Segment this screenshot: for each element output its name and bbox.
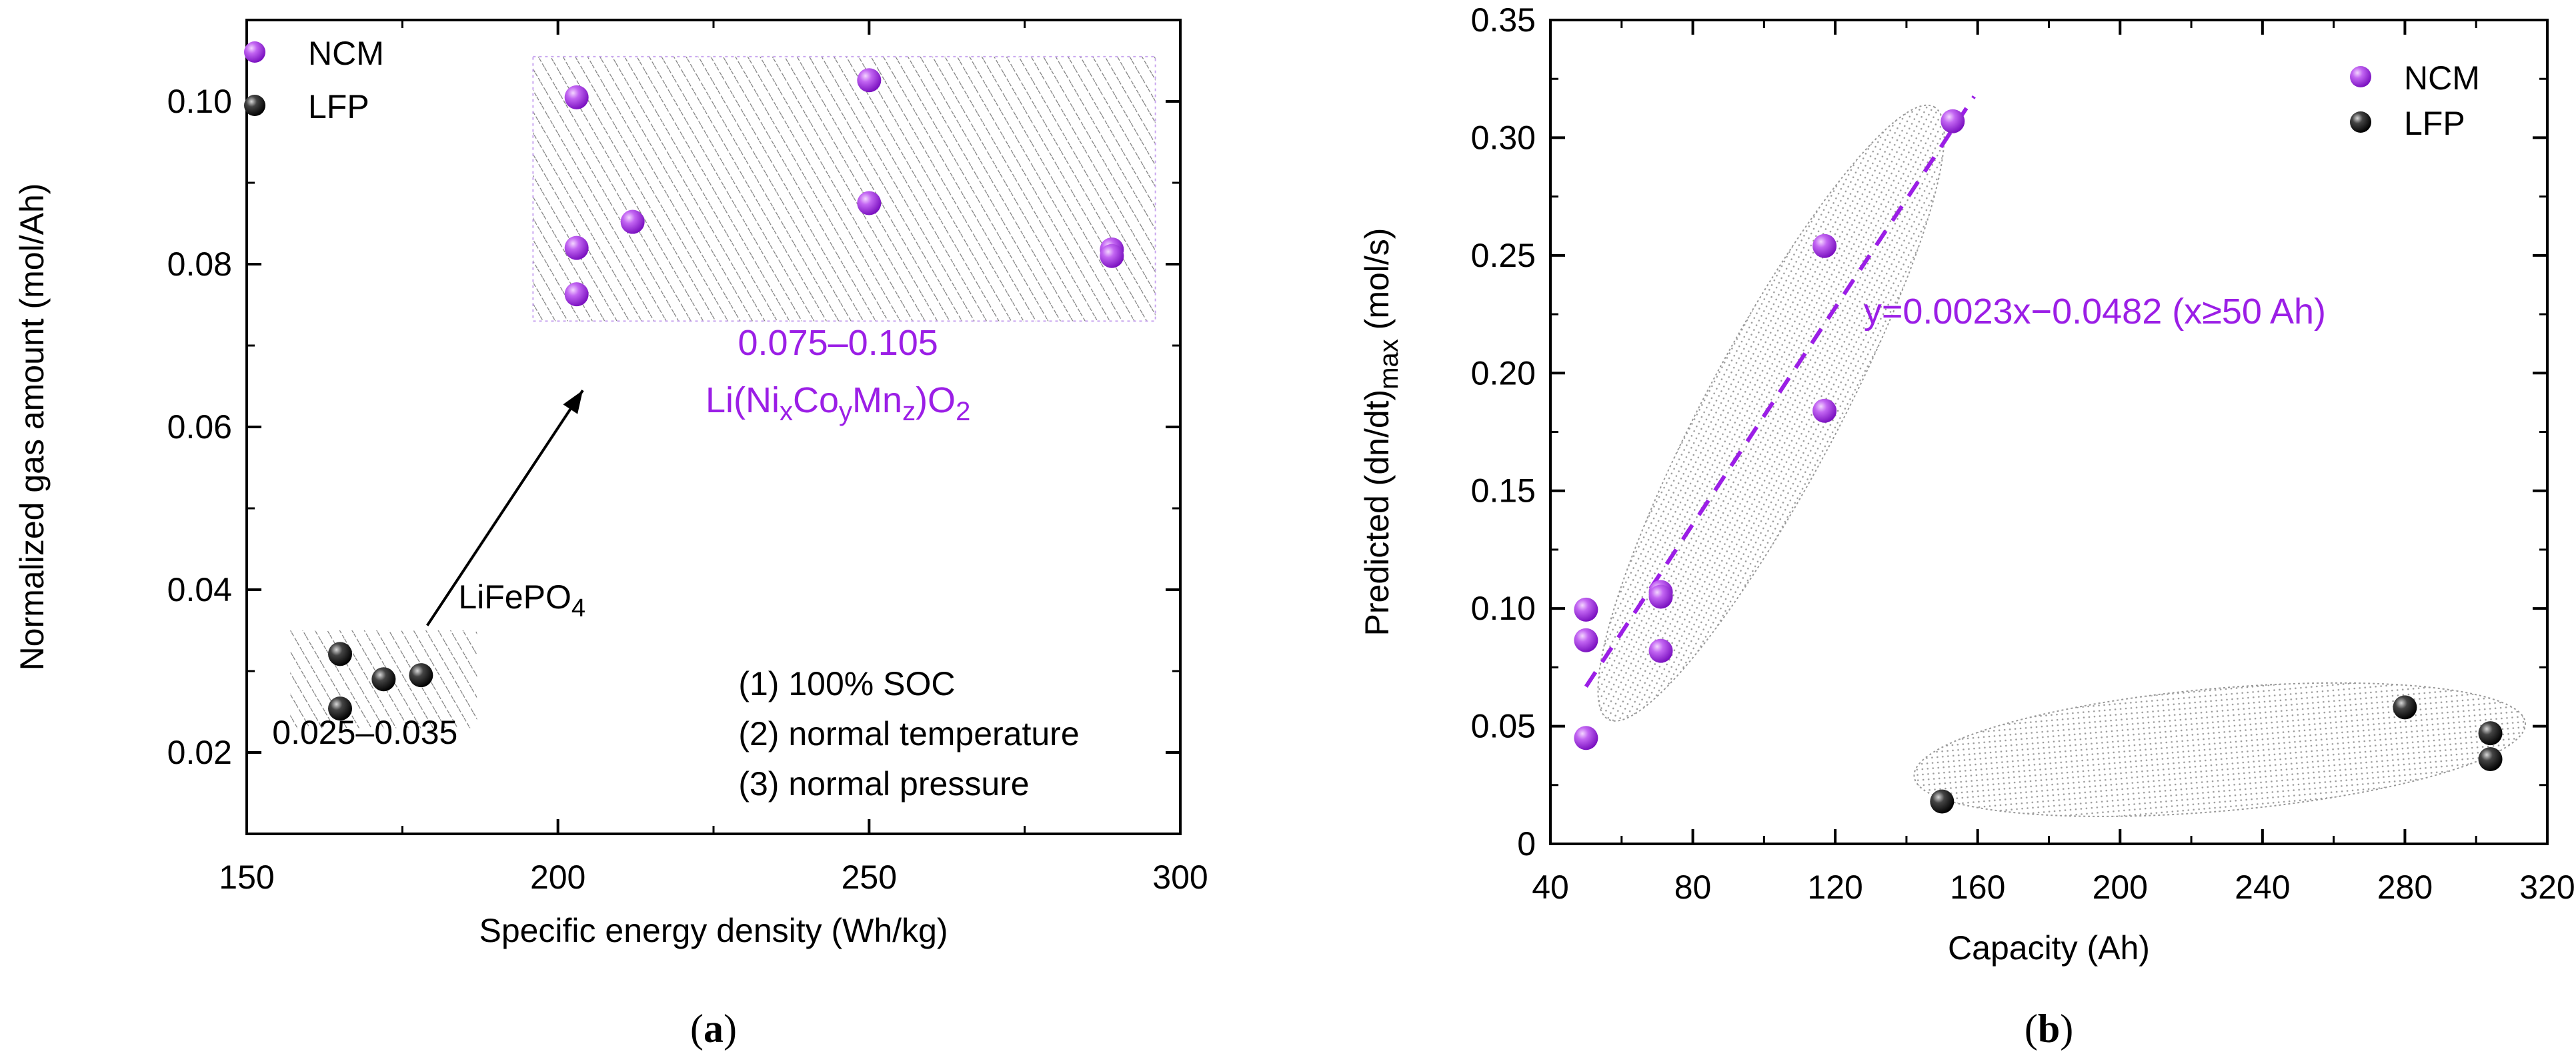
legend-ncm-marker: [2350, 66, 2371, 87]
lfp-cluster-region: [1913, 682, 2527, 817]
y-tick-label-b: 0.30: [1471, 119, 1536, 156]
ticks-b: 40 80 120 160 200 240 280 320 0 0.05 0.10 0.15 0.20 0…: [1471, 1, 2575, 906]
plot-frame-b: [1549, 19, 2549, 845]
y-tick-label-a: 0.04: [167, 571, 232, 608]
points-a: [328, 68, 1124, 721]
y-tick-label-b: 0: [1517, 825, 1536, 863]
subfigure-caption-b: (b): [2025, 1007, 2073, 1051]
ncm-point: [1574, 597, 1598, 622]
regions-a: [290, 55, 1156, 728]
points-b: [1574, 109, 2503, 814]
y-tick-label-a: 0.02: [167, 734, 232, 771]
x-tick-label-b: 120: [1807, 869, 1862, 906]
ncm-formula-label: Li(NixCoyMnz)O2: [706, 380, 970, 426]
lfp-point: [371, 667, 396, 692]
y-tick-label-b: 0.20: [1471, 354, 1536, 392]
ncm-region: [532, 55, 1156, 322]
ncm-point: [564, 85, 589, 109]
x-axis-label-a: Specific energy density (Wh/kg): [479, 912, 948, 949]
lfp-point: [409, 663, 433, 688]
x-tick-label-b: 240: [2235, 869, 2290, 906]
ncm-cluster-region: [1597, 104, 1945, 722]
x-tick-label-a: 200: [530, 859, 585, 896]
y-tick-label-b: 0.10: [1471, 590, 1536, 627]
legend-ncm-label: NCM: [308, 35, 384, 72]
legend-lfp-marker: [2350, 111, 2371, 133]
legend-ncm-marker: [244, 41, 265, 63]
ncm-point: [857, 68, 882, 93]
ncm-point: [1100, 243, 1124, 268]
y-tick-label-a: 0.10: [167, 83, 232, 120]
y-axis-label-b: Predicted (dn/dt)max (mol/s): [1358, 228, 1404, 636]
lfp-formula-label: LiFePO4: [458, 578, 585, 622]
ncm-point: [620, 209, 645, 234]
fit-equation-label: y=0.0023x−0.0482 (x≥50 Ah): [1864, 292, 2326, 332]
lfp-point: [2393, 695, 2417, 720]
lfp-point: [2478, 721, 2503, 746]
condition-2: (2) normal temperature: [738, 715, 1079, 752]
ncm-point: [1812, 398, 1837, 423]
legend-lfp-label: LFP: [308, 88, 369, 125]
legend-a: NCM LFP: [244, 35, 384, 125]
ncm-point: [1574, 726, 1598, 750]
condition-3: (3) normal pressure: [738, 765, 1029, 803]
ncm-point: [564, 235, 589, 260]
x-tick-label-b: 80: [1674, 869, 1712, 906]
annotation-arrow: [425, 389, 584, 626]
x-tick-label-b: 320: [2519, 869, 2575, 906]
ncm-range-label: 0.075–0.105: [738, 323, 938, 363]
ncm-point: [1812, 233, 1837, 258]
legend-b: NCM LFP: [2350, 59, 2480, 142]
panel-b: 40 80 120 160 200 240 280 320 0 0.05 0.10 0.15 0.20 0…: [1358, 1, 2575, 1051]
y-tick-label-b: 0.05: [1471, 708, 1536, 745]
x-tick-label-b: 280: [2377, 869, 2433, 906]
x-tick-label-a: 300: [1152, 859, 1208, 896]
panel-a: 150 200 250 300 0.02 0.04 0.06 0.08 0.10 Specifi…: [13, 19, 1208, 1051]
x-axis-label-b: Capacity (Ah): [1948, 929, 2150, 967]
lfp-point: [2478, 746, 2503, 771]
ncm-point: [857, 191, 882, 215]
condition-1: (1) 100% SOC: [738, 665, 955, 702]
legend-ncm-label: NCM: [2404, 59, 2480, 97]
ncm-point: [1941, 109, 1965, 133]
ncm-point: [1648, 638, 1673, 663]
ncm-point: [1574, 628, 1598, 652]
lfp-point: [328, 696, 352, 721]
ncm-point: [564, 282, 589, 307]
legend-lfp-label: LFP: [2404, 105, 2465, 142]
x-tick-label-a: 250: [842, 859, 897, 896]
x-tick-label-b: 40: [1532, 869, 1569, 906]
y-tick-label-b: 0.25: [1471, 237, 1536, 274]
y-axis-label-a: Normalized gas amount (mol/Ah): [13, 183, 51, 671]
y-tick-label-b: 0.15: [1471, 472, 1536, 510]
lfp-point: [1930, 789, 1955, 814]
y-tick-label-b: 0.35: [1471, 1, 1536, 39]
lfp-range-label: 0.025–0.035: [272, 714, 457, 751]
plot-frame-a: [245, 19, 1182, 835]
ncm-point: [1648, 584, 1673, 609]
lfp-point: [328, 642, 352, 666]
arrow-head: [563, 390, 583, 414]
y-tick-label-a: 0.06: [167, 408, 232, 446]
x-tick-label-b: 200: [2093, 869, 2148, 906]
y-tick-label-a: 0.08: [167, 245, 232, 283]
legend-lfp-marker: [244, 95, 265, 116]
ticks-a: 150 200 250 300 0.02 0.04 0.06 0.08 0.10: [167, 20, 1208, 896]
subfigure-caption-a: (a): [690, 1007, 737, 1051]
x-tick-label-b: 160: [1950, 869, 2005, 906]
x-tick-label-a: 150: [219, 859, 274, 896]
